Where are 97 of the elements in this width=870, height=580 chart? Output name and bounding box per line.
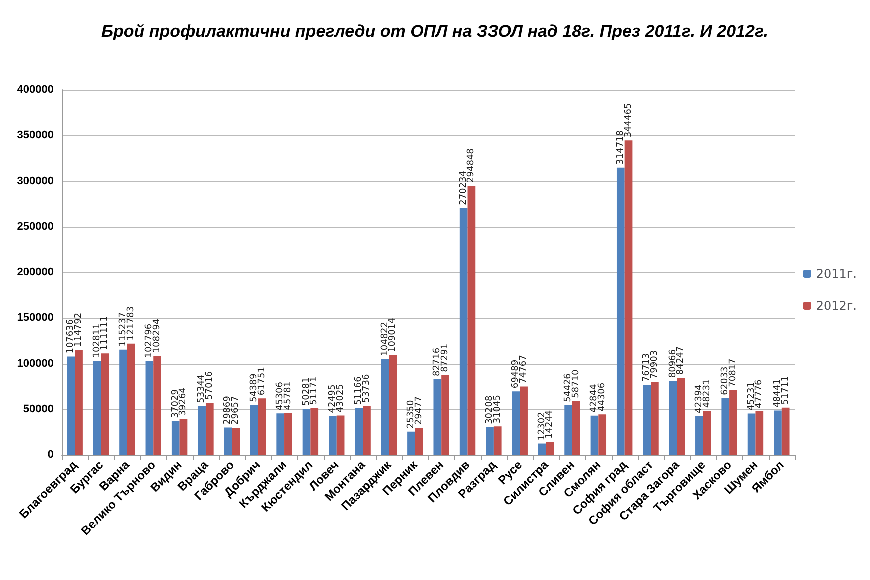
y-tick-label: 250000: [17, 220, 54, 233]
bar: [198, 406, 206, 455]
data-label: 43025: [336, 384, 346, 413]
y-tick-label: 50000: [23, 403, 54, 416]
legend-label: 2011г.: [816, 267, 858, 281]
data-label: 70817: [728, 358, 738, 388]
bar: [284, 413, 292, 455]
bar: [520, 386, 528, 455]
data-label: 47776: [754, 380, 765, 408]
bar: [363, 406, 371, 455]
bar: [703, 410, 712, 455]
bar: [154, 356, 162, 455]
y-tick-label: 150000: [17, 312, 54, 324]
data-label: 57016: [204, 371, 215, 400]
data-label: 53736: [362, 374, 372, 403]
bar: [250, 405, 258, 455]
bar: [494, 426, 502, 455]
data-label: 74767: [519, 355, 530, 384]
bar: [93, 361, 102, 455]
data-label: 111111: [100, 316, 110, 351]
bar: [355, 408, 364, 455]
data-label: 79903: [650, 350, 660, 380]
bar: [782, 408, 790, 455]
bar: [598, 414, 607, 455]
bar: [669, 381, 678, 455]
y-tick-label: 100000: [17, 358, 54, 370]
bar: [774, 410, 782, 455]
bar: [442, 375, 450, 455]
bar: [127, 344, 136, 455]
data-label: 87291: [440, 344, 451, 372]
data-label: 45781: [283, 382, 294, 410]
data-label: 51711: [780, 376, 791, 405]
bar: [302, 409, 311, 455]
data-label: 61751: [257, 367, 268, 396]
data-label: 31045: [492, 395, 503, 424]
data-label: 44306: [598, 382, 608, 412]
bar: [415, 428, 424, 455]
chart-title: Брой профилактични прегледи от ОПЛ на ЗЗОЛ над 18г. През 2011г. И 2012г.: [101, 22, 769, 41]
data-label: 109014: [388, 318, 398, 353]
bar: [546, 442, 554, 455]
data-label: 29477: [414, 396, 424, 426]
y-tick-label: 350000: [17, 130, 54, 142]
bar: [67, 356, 76, 455]
bar: [460, 208, 468, 455]
data-label: 58710: [571, 370, 582, 398]
bar: [381, 359, 390, 455]
data-label: 121783: [126, 306, 136, 341]
data-label: 51171: [310, 376, 320, 406]
bar: [538, 444, 546, 455]
data-label: 344465: [624, 103, 634, 138]
bar: [101, 354, 110, 455]
bar: [590, 416, 599, 455]
bar: [329, 416, 337, 455]
bar: [677, 378, 686, 455]
bar: [310, 408, 319, 455]
bar: [512, 392, 520, 455]
y-tick-label: 300000: [17, 175, 54, 188]
bar: [75, 350, 83, 455]
bar: [486, 427, 494, 455]
y-tick-label: 200000: [17, 266, 54, 278]
bar: [468, 186, 476, 455]
bar: [224, 428, 232, 455]
legend-label: 2012г.: [816, 299, 858, 313]
bar: [120, 350, 128, 455]
data-label: 29657: [231, 396, 242, 425]
bar: [616, 168, 625, 455]
data-label: 114792: [74, 312, 84, 348]
y-tick-label: 0: [48, 449, 54, 461]
data-label: 84247: [676, 346, 686, 376]
bar: [730, 390, 738, 455]
data-label: 14244: [545, 410, 556, 439]
bar: [434, 380, 442, 455]
bar: [336, 416, 345, 455]
bar: [408, 432, 416, 455]
bar: [564, 405, 572, 455]
bar: [172, 421, 180, 455]
bar: [180, 419, 188, 455]
bar: [643, 385, 652, 455]
bar: [276, 414, 285, 455]
bar: [756, 411, 764, 455]
data-label: 39264: [178, 387, 189, 416]
bar: [572, 401, 580, 455]
data-label: 294848: [466, 148, 477, 183]
data-label: 48231: [702, 379, 712, 408]
bar: [258, 398, 266, 455]
bar: [696, 416, 704, 455]
data-label: 108294: [152, 318, 163, 354]
bar: [624, 140, 633, 455]
bar: [651, 382, 659, 455]
data-label: 48441: [772, 379, 783, 408]
y-tick-label: 400000: [17, 84, 54, 96]
bar: [206, 402, 214, 455]
bar: [722, 398, 730, 455]
bar: [146, 361, 154, 455]
bar: [389, 356, 398, 455]
bar: [748, 414, 756, 455]
bar: [232, 428, 240, 455]
